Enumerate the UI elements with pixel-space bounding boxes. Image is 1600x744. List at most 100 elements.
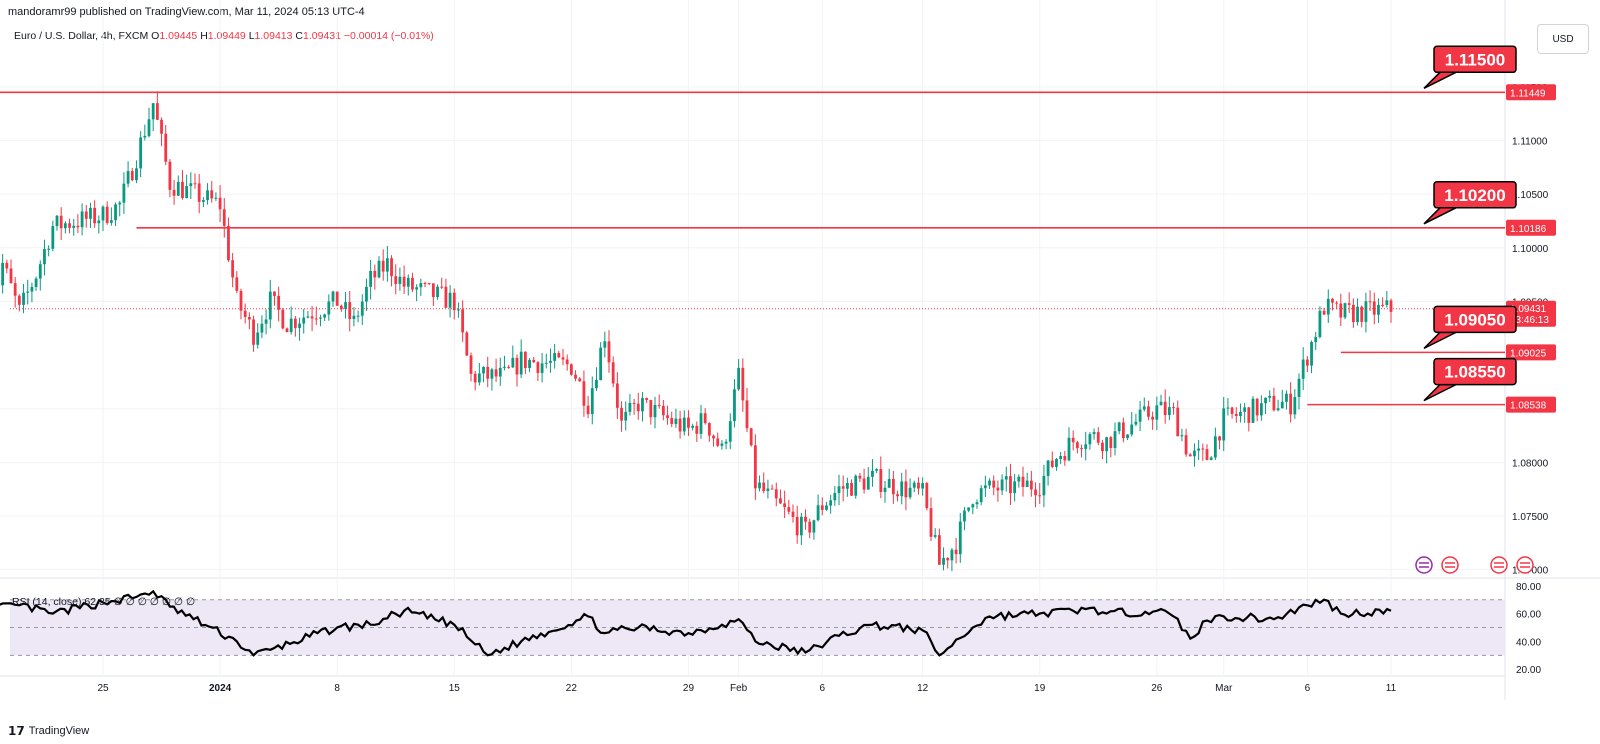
candle-body [277, 295, 281, 310]
candle-body [436, 286, 439, 298]
candle-body [1029, 480, 1033, 490]
candle-body [549, 360, 552, 363]
candle-body [1163, 401, 1167, 416]
candle-body [787, 507, 791, 512]
candle-body [1230, 407, 1234, 414]
candle-body [837, 486, 841, 494]
candle-body [799, 516, 803, 536]
candle-body [394, 276, 398, 284]
candle-body [252, 319, 255, 345]
change-value: −0.00014 (−0.01%) [343, 30, 434, 42]
candle-body [967, 507, 971, 511]
candle-body [687, 417, 690, 428]
candle-body [586, 405, 590, 415]
candle-body [678, 418, 682, 432]
candle-body [1318, 310, 1322, 338]
candle-body [854, 475, 858, 496]
candle-body [599, 347, 603, 380]
candle-body [105, 206, 109, 223]
candle-body [1067, 437, 1071, 461]
candle-body [1155, 405, 1159, 420]
candle-body [1084, 444, 1088, 449]
candle-body [59, 215, 63, 229]
time-axis-label: Mar [1215, 683, 1233, 694]
candle-body [507, 366, 511, 368]
candle-body [1138, 409, 1142, 422]
candle-body [293, 318, 297, 328]
candle-body [247, 316, 251, 320]
candle-body [691, 425, 695, 428]
candle-body [741, 367, 745, 401]
footer-branding: 𝟭𝟳 TradingView [8, 724, 89, 738]
candle-body [1151, 416, 1155, 420]
candle-body [1322, 310, 1326, 315]
candle-body [712, 435, 715, 439]
candle-body [1243, 407, 1247, 412]
candle-body [1172, 407, 1175, 409]
level-axis-tag [1506, 396, 1556, 413]
candle-body [791, 511, 795, 517]
candle-body [1209, 457, 1213, 460]
candle-body [218, 197, 222, 210]
candle-body [181, 181, 184, 198]
candle-body [1389, 300, 1393, 312]
candle-body [448, 292, 452, 308]
candle-body [1293, 397, 1297, 415]
rsi-axis-label: 60.00 [1516, 610, 1541, 621]
candle-body [427, 283, 431, 285]
candle-body [1055, 459, 1058, 467]
candle-body [795, 516, 799, 536]
candle-body [1255, 398, 1259, 416]
candle-body [1289, 393, 1293, 415]
time-axis-label: 29 [683, 683, 695, 694]
candle-body [13, 283, 17, 296]
candle-body [1080, 448, 1083, 450]
candle-body [653, 404, 657, 418]
candle-body [1000, 479, 1004, 491]
candle-body [850, 482, 853, 496]
rsi-line [0, 589, 1392, 657]
candle-body [1268, 395, 1272, 398]
candle-body [130, 171, 134, 181]
candle-body [331, 291, 335, 302]
candle-body [1109, 437, 1113, 448]
level-axis-label: 1.08538 [1510, 401, 1547, 412]
candle-body [1310, 342, 1313, 366]
candle-body [992, 480, 996, 488]
symbol-name: Euro / U.S. Dollar, 4h, FXCM [14, 30, 149, 42]
level-callout-label: 1.11500 [1445, 50, 1506, 69]
us-flag-icon [1490, 556, 1508, 574]
candle-body [1071, 437, 1075, 443]
candle-body [603, 341, 607, 348]
candle-body [185, 186, 189, 198]
candle-body [356, 315, 360, 317]
candle-body [1234, 413, 1238, 417]
candle-body [975, 502, 979, 505]
candle-body [841, 486, 845, 489]
candle-body [921, 483, 925, 489]
candle-body [319, 317, 322, 319]
currency-button[interactable]: USD [1537, 24, 1589, 54]
candle-body [946, 557, 950, 561]
rsi-axis-label: 20.00 [1516, 665, 1541, 676]
candle-body [490, 369, 494, 379]
candle-body [176, 181, 180, 196]
candle-body [151, 103, 155, 120]
candle-body [1180, 435, 1184, 437]
candle-body [43, 249, 46, 265]
candle-body [1201, 448, 1205, 450]
candle-body [1038, 495, 1042, 497]
candle-body [1218, 436, 1221, 441]
level-axis-label: 1.09025 [1510, 348, 1547, 359]
candle-body [310, 316, 314, 319]
candle-body [582, 381, 586, 406]
candle-body [26, 291, 30, 293]
candle-body [63, 223, 67, 229]
candle-body [574, 374, 577, 379]
low-label: L [248, 30, 255, 42]
candle-body [1042, 475, 1046, 496]
candle-body [858, 475, 862, 479]
candle-body [1285, 393, 1288, 402]
candle-body [1226, 407, 1230, 409]
